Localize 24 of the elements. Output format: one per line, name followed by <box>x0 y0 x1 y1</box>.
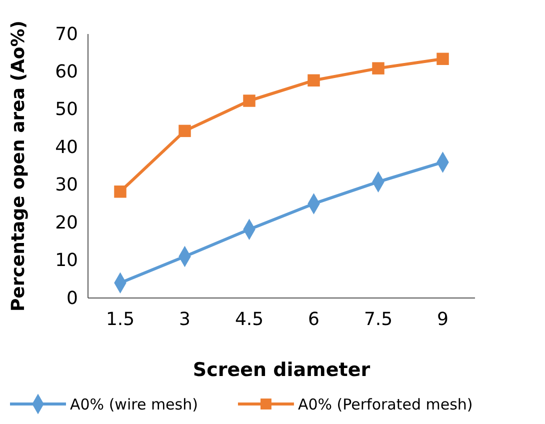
point <box>178 124 191 138</box>
y-axis-title: Percentage open area (Ao%) <box>8 20 29 312</box>
legend-label: A0% (wire mesh) <box>70 395 198 414</box>
y-tick-label: 50 <box>55 99 78 120</box>
point <box>372 62 384 74</box>
x-tick-label: 6 <box>308 308 320 330</box>
y-tick-label: 30 <box>55 174 78 196</box>
point <box>114 186 126 198</box>
point <box>243 94 256 107</box>
x-tick-label: 1.5 <box>106 308 135 330</box>
x-axis-title: Screen diameter <box>192 359 371 381</box>
y-tick-label: 40 <box>55 136 78 158</box>
x-tick-label: 9 <box>437 308 448 330</box>
y-tick-label: 20 <box>55 212 78 234</box>
point <box>436 52 449 66</box>
x-tick-label: 4.5 <box>234 308 264 330</box>
x-tick-label: 7.5 <box>364 308 393 330</box>
y-tick-label: 10 <box>55 250 78 272</box>
point <box>308 74 320 87</box>
y-tick-label: 0 <box>66 288 78 309</box>
y-tick-label: 70 <box>55 24 78 45</box>
legend-label: A0% (Perforated mesh) <box>298 395 473 414</box>
y-tick-label: 60 <box>55 61 78 82</box>
x-tick-label: 3 <box>179 308 190 330</box>
